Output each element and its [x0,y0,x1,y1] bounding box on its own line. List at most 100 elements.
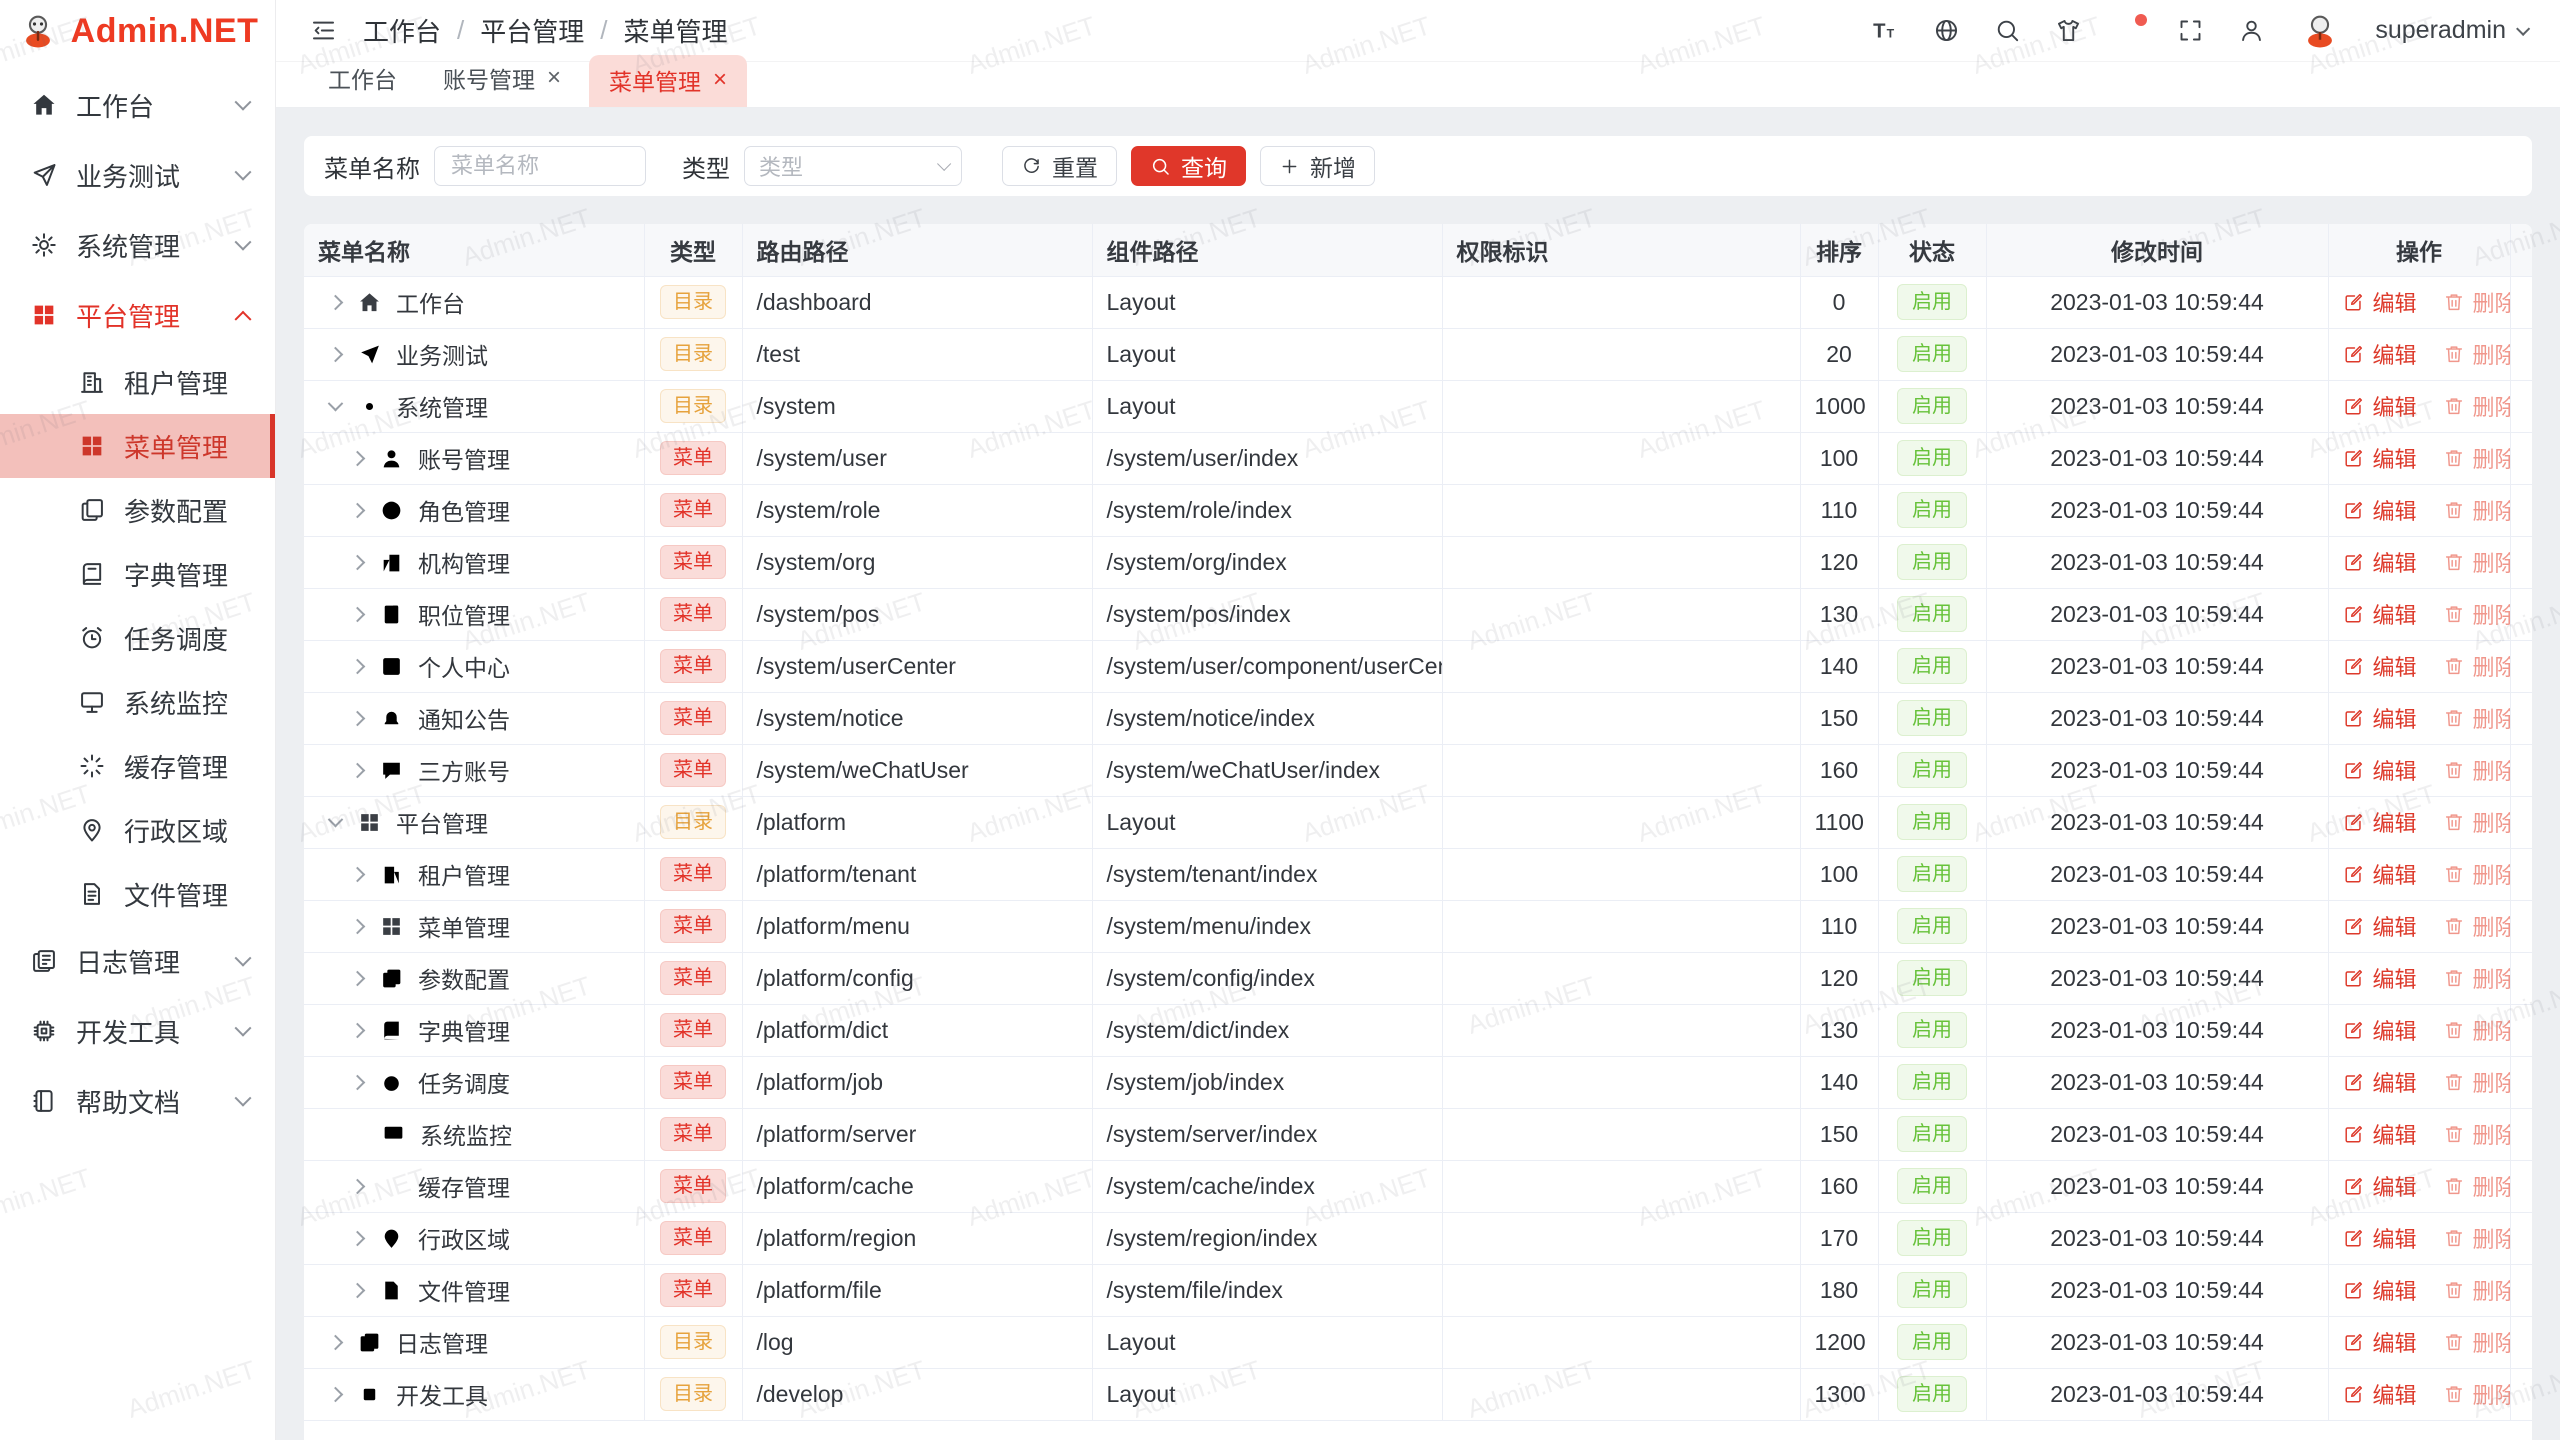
sidebar-item-dict[interactable]: 字典管理 [0,542,275,606]
delete-button[interactable]: 删除 [2443,494,2509,526]
search-icon[interactable] [1994,17,2021,44]
sidebar-item-system[interactable]: 系统管理 [0,210,275,280]
tab-工作台[interactable]: 工作台 [310,61,415,107]
sidebar-item-config[interactable]: 参数配置 [0,478,275,542]
notification-icon[interactable] [2116,14,2148,44]
row-expand-arrow[interactable] [327,1386,344,1402]
sidebar-item-region[interactable]: 行政区域 [0,798,275,862]
close-icon[interactable]: × [713,66,728,93]
profile-icon[interactable] [2238,17,2265,44]
menu-name-input[interactable] [434,146,646,186]
sidebar-item-develop[interactable]: 开发工具 [0,996,275,1066]
edit-button[interactable]: 编辑 [2343,338,2417,370]
delete-button[interactable]: 删除 [2443,390,2509,422]
sidebar-item-platform[interactable]: 平台管理 [0,280,275,350]
delete-button[interactable]: 删除 [2443,754,2509,786]
row-expand-arrow[interactable] [349,658,366,674]
edit-button[interactable]: 编辑 [2343,858,2417,890]
sidebar-item-job[interactable]: 任务调度 [0,606,275,670]
edit-button[interactable]: 编辑 [2343,650,2417,682]
row-expand-arrow[interactable] [327,811,344,827]
delete-button[interactable]: 删除 [2443,910,2509,942]
user-avatar[interactable] [2299,10,2341,52]
row-expand-arrow[interactable] [349,866,366,882]
row-expand-arrow[interactable] [349,710,366,726]
row-expand-arrow[interactable] [349,1178,366,1194]
sidebar-item-monitor[interactable]: 系统监控 [0,670,275,734]
row-expand-arrow[interactable] [327,1334,344,1350]
breadcrumb-item[interactable]: 平台管理 [480,17,585,47]
breadcrumb-item[interactable]: 菜单管理 [623,17,728,47]
delete-button[interactable]: 删除 [2443,442,2509,474]
edit-button[interactable]: 编辑 [2343,806,2417,838]
sidebar-item-menu[interactable]: 菜单管理 [0,414,275,478]
delete-button[interactable]: 删除 [2443,962,2509,994]
close-icon[interactable]: × [547,64,562,91]
sidebar-item-business-test[interactable]: 业务测试 [0,140,275,210]
delete-button[interactable]: 删除 [2443,286,2509,318]
row-expand-arrow[interactable] [327,346,344,362]
delete-button[interactable]: 删除 [2443,598,2509,630]
delete-button[interactable]: 删除 [2443,1014,2509,1046]
row-expand-arrow[interactable] [349,970,366,986]
language-icon[interactable] [1933,17,1960,44]
delete-button[interactable]: 删除 [2443,650,2509,682]
edit-button[interactable]: 编辑 [2343,1222,2417,1254]
delete-button[interactable]: 删除 [2443,858,2509,890]
delete-button[interactable]: 删除 [2443,1378,2509,1410]
sidebar-item-cache[interactable]: 缓存管理 [0,734,275,798]
sidebar-item-tenant[interactable]: 租户管理 [0,350,275,414]
edit-button[interactable]: 编辑 [2343,598,2417,630]
theme-icon[interactable] [2055,17,2082,44]
row-expand-arrow[interactable] [349,606,366,622]
row-expand-arrow[interactable] [349,502,366,518]
row-expand-arrow[interactable] [349,1074,366,1090]
edit-button[interactable]: 编辑 [2343,1326,2417,1358]
edit-button[interactable]: 编辑 [2343,754,2417,786]
edit-button[interactable]: 编辑 [2343,1066,2417,1098]
delete-button[interactable]: 删除 [2443,1118,2509,1150]
sidebar-item-log[interactable]: 日志管理 [0,926,275,996]
delete-button[interactable]: 删除 [2443,1326,2509,1358]
delete-button[interactable]: 删除 [2443,1222,2509,1254]
row-expand-arrow[interactable] [349,918,366,934]
sidebar-item-file[interactable]: 文件管理 [0,862,275,926]
delete-button[interactable]: 删除 [2443,1274,2509,1306]
edit-button[interactable]: 编辑 [2343,962,2417,994]
row-expand-arrow[interactable] [349,554,366,570]
delete-button[interactable]: 删除 [2443,806,2509,838]
edit-button[interactable]: 编辑 [2343,286,2417,318]
edit-button[interactable]: 编辑 [2343,1014,2417,1046]
reset-button[interactable]: 重置 [1002,146,1117,186]
delete-button[interactable]: 删除 [2443,338,2509,370]
row-expand-arrow[interactable] [349,1282,366,1298]
edit-button[interactable]: 编辑 [2343,442,2417,474]
breadcrumb-item[interactable]: 工作台 [363,17,442,47]
type-select[interactable]: 类型 [744,146,962,186]
collapse-sidebar-icon[interactable] [310,17,337,44]
row-expand-arrow[interactable] [349,450,366,466]
edit-button[interactable]: 编辑 [2343,546,2417,578]
row-expand-arrow[interactable] [349,762,366,778]
add-button[interactable]: 新增 [1260,146,1375,186]
delete-button[interactable]: 删除 [2443,702,2509,734]
sidebar-item-help[interactable]: 帮助文档 [0,1066,275,1136]
edit-button[interactable]: 编辑 [2343,390,2417,422]
edit-button[interactable]: 编辑 [2343,1118,2417,1150]
row-expand-arrow[interactable] [349,1022,366,1038]
row-expand-arrow[interactable] [327,395,344,411]
edit-button[interactable]: 编辑 [2343,910,2417,942]
edit-button[interactable]: 编辑 [2343,702,2417,734]
fullscreen-icon[interactable] [2177,17,2204,44]
delete-button[interactable]: 删除 [2443,546,2509,578]
edit-button[interactable]: 编辑 [2343,1274,2417,1306]
edit-button[interactable]: 编辑 [2343,494,2417,526]
delete-button[interactable]: 删除 [2443,1170,2509,1202]
edit-button[interactable]: 编辑 [2343,1378,2417,1410]
row-expand-arrow[interactable] [349,1230,366,1246]
tab-菜单管理[interactable]: 菜单管理 × [589,55,748,107]
row-expand-arrow[interactable] [327,294,344,310]
font-size-icon[interactable] [1872,17,1899,44]
tab-账号管理[interactable]: 账号管理 × [425,61,579,107]
delete-button[interactable]: 删除 [2443,1066,2509,1098]
